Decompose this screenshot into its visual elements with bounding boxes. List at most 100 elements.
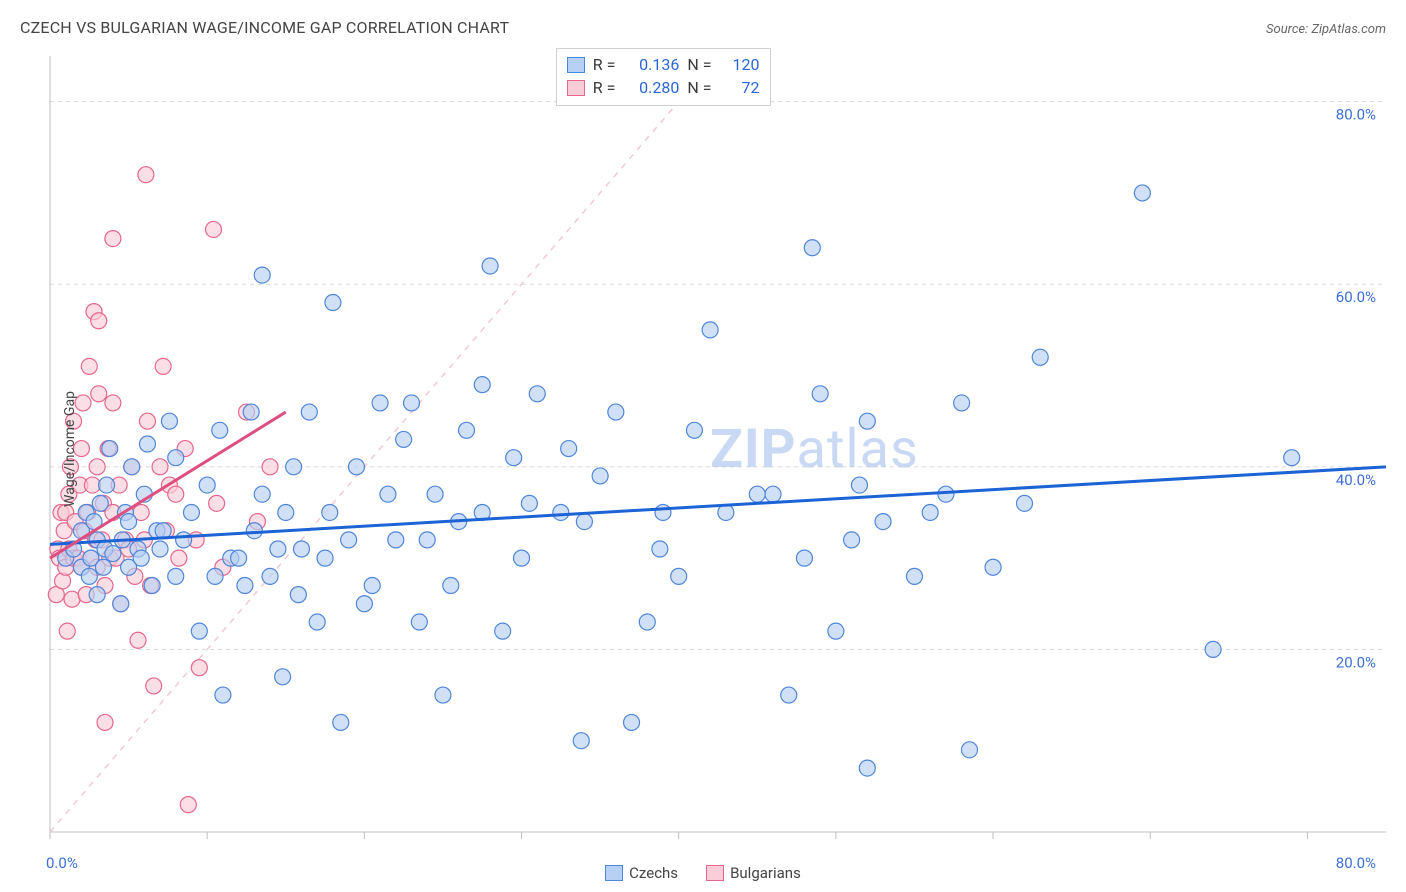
marker-czech — [278, 504, 294, 520]
r-value: 0.280 — [623, 78, 679, 97]
stats-row: R =0.136N =120 — [567, 53, 760, 76]
marker-bulgarian — [152, 459, 168, 475]
marker-czech — [573, 733, 589, 749]
source-attribution: Source: ZipAtlas.com — [1266, 22, 1386, 37]
marker-czech — [514, 550, 530, 566]
legend-label: Czechs — [629, 864, 678, 882]
marker-czech — [419, 532, 435, 548]
marker-czech — [325, 294, 341, 310]
marker-czech — [1205, 641, 1221, 657]
legend-item: Bulgarians — [706, 864, 801, 882]
marker-czech — [105, 546, 121, 562]
marker-bulgarian — [64, 591, 80, 607]
stats-row: R =0.280N =72 — [567, 76, 760, 99]
marker-czech — [199, 477, 215, 493]
marker-czech — [686, 422, 702, 438]
marker-czech — [592, 468, 608, 484]
marker-czech — [812, 386, 828, 402]
marker-czech — [804, 240, 820, 256]
marker-bulgarian — [97, 714, 113, 730]
marker-czech — [243, 404, 259, 420]
marker-bulgarian — [81, 358, 97, 374]
marker-czech — [380, 486, 396, 502]
marker-bulgarian — [155, 358, 171, 374]
marker-czech — [859, 413, 875, 429]
marker-bulgarian — [205, 221, 221, 237]
marker-bulgarian — [130, 632, 146, 648]
marker-czech — [859, 760, 875, 776]
n-label: N = — [687, 78, 711, 97]
marker-czech — [922, 504, 938, 520]
marker-bulgarian — [146, 678, 162, 694]
swatch-blue — [605, 865, 623, 881]
marker-czech — [254, 267, 270, 283]
marker-czech — [254, 486, 270, 502]
marker-bulgarian — [168, 486, 184, 502]
n-label: N = — [687, 55, 711, 74]
marker-czech — [435, 687, 451, 703]
marker-czech — [553, 504, 569, 520]
marker-czech — [81, 568, 97, 584]
y-tick-label: 20.0% — [1336, 653, 1376, 671]
marker-czech — [404, 395, 420, 411]
marker-czech — [290, 587, 306, 603]
marker-czech — [124, 459, 140, 475]
swatch-pink — [567, 80, 585, 96]
marker-czech — [561, 441, 577, 457]
chart-title: CZECH VS BULGARIAN WAGE/INCOME GAP CORRE… — [20, 18, 509, 37]
marker-czech — [851, 477, 867, 493]
marker-czech — [191, 623, 207, 639]
marker-czech — [906, 568, 922, 584]
marker-bulgarian — [138, 167, 154, 183]
marker-czech — [396, 431, 412, 447]
legend-bottom: Czechs Bulgarians — [0, 864, 1406, 882]
marker-czech — [102, 441, 118, 457]
watermark: ZIPatlas — [710, 418, 919, 481]
marker-bulgarian — [139, 413, 155, 429]
marker-czech — [144, 578, 160, 594]
marker-czech — [322, 504, 338, 520]
stats-legend-box: R =0.136N =120R =0.280N =72 — [556, 48, 771, 106]
marker-czech — [443, 578, 459, 594]
source-prefix: Source: — [1266, 22, 1311, 37]
marker-czech — [985, 559, 1001, 575]
marker-czech — [624, 714, 640, 730]
marker-czech — [212, 422, 228, 438]
marker-czech — [95, 559, 111, 575]
marker-czech — [702, 322, 718, 338]
marker-czech — [1032, 349, 1048, 365]
marker-czech — [652, 541, 668, 557]
marker-bulgarian — [191, 660, 207, 676]
legend-label: Bulgarians — [730, 864, 801, 882]
marker-czech — [121, 514, 137, 530]
scatter-chart: 20.0%40.0%60.0%80.0%ZIPatlas — [42, 48, 1394, 850]
marker-czech — [317, 550, 333, 566]
marker-czech — [671, 568, 687, 584]
marker-czech — [168, 568, 184, 584]
marker-czech — [427, 486, 443, 502]
r-value: 0.136 — [623, 55, 679, 74]
marker-czech — [495, 623, 511, 639]
marker-bulgarian — [105, 231, 121, 247]
marker-czech — [183, 504, 199, 520]
marker-czech — [348, 459, 364, 475]
marker-czech — [529, 386, 545, 402]
n-value: 72 — [720, 78, 760, 97]
plot-area: Wage/Income Gap 20.0%40.0%60.0%80.0%ZIPa… — [42, 48, 1394, 850]
marker-czech — [113, 596, 129, 612]
marker-czech — [961, 742, 977, 758]
marker-czech — [92, 495, 108, 511]
marker-czech — [482, 258, 498, 274]
marker-czech — [293, 541, 309, 557]
marker-czech — [356, 596, 372, 612]
marker-czech — [655, 504, 671, 520]
marker-czech — [639, 614, 655, 630]
marker-czech — [875, 514, 891, 530]
marker-czech — [1284, 450, 1300, 466]
marker-bulgarian — [105, 395, 121, 411]
marker-czech — [152, 541, 168, 557]
marker-czech — [608, 404, 624, 420]
marker-czech — [215, 687, 231, 703]
marker-czech — [576, 514, 592, 530]
marker-bulgarian — [180, 797, 196, 813]
